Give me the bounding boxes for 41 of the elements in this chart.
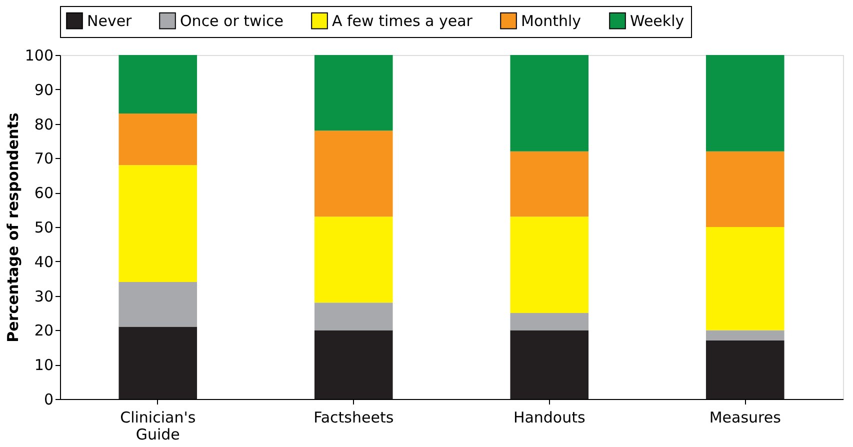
bar xyxy=(118,282,198,327)
y-tick-label: 50 xyxy=(34,218,54,236)
y-axis-title: Percentage of respondents xyxy=(4,112,22,342)
bar xyxy=(510,55,589,152)
bar xyxy=(314,216,393,303)
bar xyxy=(510,330,589,399)
bar xyxy=(706,55,784,152)
y-tick-label: 30 xyxy=(34,287,54,306)
legend-label: A few times a year xyxy=(332,12,474,30)
legend-label: Monthly xyxy=(521,12,582,30)
y-tick-label: 20 xyxy=(34,322,54,340)
legend-label: Once or twice xyxy=(180,12,284,30)
x-tick-label: Clinician's Guide xyxy=(120,408,196,444)
bar xyxy=(314,330,393,399)
y-tick-label: 100 xyxy=(24,46,54,64)
bar xyxy=(510,216,589,313)
y-tick-label: 80 xyxy=(34,115,54,134)
bar xyxy=(314,55,393,131)
y-tick-label: 60 xyxy=(34,184,54,202)
y-tick-label: 90 xyxy=(34,80,54,99)
bar xyxy=(118,165,198,282)
bar xyxy=(314,130,393,217)
bar xyxy=(118,55,198,114)
legend-label: Never xyxy=(87,12,133,30)
bar xyxy=(118,113,198,166)
y-tick-label: 0 xyxy=(44,390,54,408)
bar xyxy=(706,340,784,399)
bar xyxy=(510,151,589,217)
y-tick-label: 10 xyxy=(34,356,54,374)
bar xyxy=(706,151,784,227)
bar xyxy=(314,302,393,330)
legend-label: Weekly xyxy=(630,12,684,30)
bar xyxy=(118,326,198,399)
y-tick-label: 70 xyxy=(34,150,54,168)
x-tick-label: Measures xyxy=(709,408,782,426)
y-tick-label: 40 xyxy=(34,252,54,271)
x-tick-label: Factsheets xyxy=(314,408,394,426)
bar xyxy=(510,313,589,330)
x-tick-label: Handouts xyxy=(513,408,586,426)
bar xyxy=(706,227,784,330)
bar xyxy=(706,330,784,341)
